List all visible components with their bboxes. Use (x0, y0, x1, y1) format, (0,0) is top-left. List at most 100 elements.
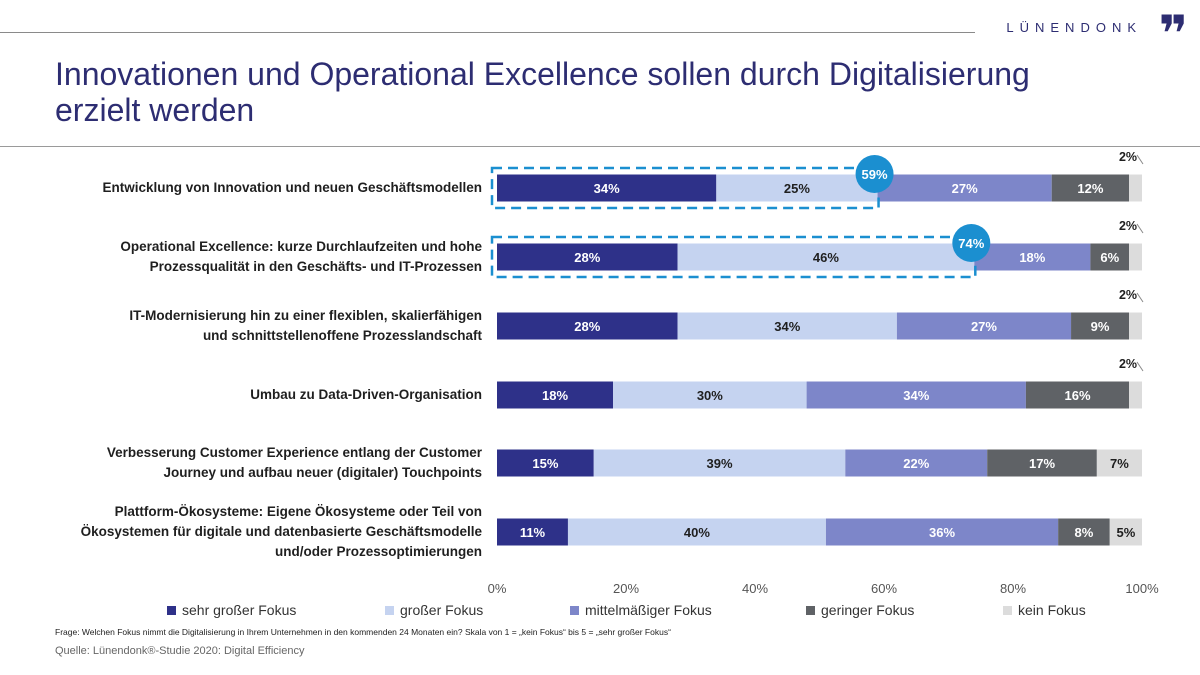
data-label: 22% (903, 456, 929, 471)
data-label: 30% (697, 388, 723, 403)
bar-segment (877, 174, 1052, 202)
data-label: 18% (1019, 250, 1045, 265)
data-label: 2% (1119, 288, 1137, 302)
category-label: Verbesserung Customer Experience entlang… (22, 443, 482, 483)
category-label: Plattform-Ökosysteme: Eigene Ökosysteme … (22, 502, 482, 562)
data-label: 25% (784, 181, 810, 196)
category-label-line: IT-Modernisierung hin zu einer flexiblen… (129, 308, 482, 323)
page-title: Innovationen und Operational Excellence … (55, 56, 1155, 128)
legend-item-mittel: mittelmäßiger Fokus (570, 601, 712, 619)
title-line-1: Innovationen und Operational Excellence … (55, 56, 1030, 92)
category-label-line: Operational Excellence: kurze Durchlaufz… (120, 239, 482, 254)
data-label: 7% (1110, 456, 1129, 471)
legend-swatch-sehr-gross (167, 605, 176, 615)
highlight-label: 59% (862, 167, 888, 182)
brand-logo-text: LÜNENDONK (1006, 20, 1142, 35)
legend-swatch-mittel (570, 605, 579, 615)
bar-segment (497, 381, 614, 409)
legend-swatch-kein (1003, 605, 1012, 615)
category-label-line: Verbesserung Customer Experience entlang… (106, 445, 482, 460)
bar-segment (1051, 174, 1130, 202)
bar-segment (567, 518, 826, 546)
bar-segment (677, 243, 975, 271)
category-label-line: Ökosystemen für digitale und datenbasier… (80, 524, 482, 539)
legend-label: großer Fokus (400, 602, 484, 618)
source-note: Quelle: Lünendonk®-Studie 2020: Digital … (55, 645, 305, 657)
bar-segment (1109, 518, 1142, 546)
x-tick-label: 20% (613, 581, 639, 596)
highlight-circle (855, 155, 894, 193)
data-label: 12% (1077, 181, 1103, 196)
leader-line (1136, 292, 1144, 303)
bar-segment (1129, 312, 1142, 340)
data-label: 9% (1091, 319, 1110, 334)
bar-segment (1129, 381, 1142, 409)
data-label: 28% (574, 319, 600, 334)
bar-segment (677, 312, 897, 340)
highlight-label: 74% (958, 236, 984, 251)
x-tick-label: 100% (1125, 581, 1159, 596)
data-label: 34% (774, 319, 800, 334)
category-label: IT-Modernisierung hin zu einer flexiblen… (22, 306, 482, 346)
data-label: 27% (971, 319, 997, 334)
legend-item-sehr-gross: sehr großer Fokus (167, 601, 296, 619)
highlight-circle (952, 224, 991, 262)
data-label: 2% (1119, 357, 1137, 371)
data-label: 6% (1100, 250, 1119, 265)
data-label: 34% (594, 181, 620, 196)
bar-segment (896, 312, 1072, 340)
data-label: 46% (813, 250, 839, 265)
bar-segment (497, 174, 717, 202)
data-label: 40% (684, 525, 710, 540)
data-label: 39% (707, 456, 733, 471)
data-label: 5% (1116, 525, 1135, 540)
category-label-line: und schnittstellenoffene Prozesslandscha… (202, 328, 482, 343)
bar-segment (497, 518, 568, 546)
bar-segment (497, 449, 594, 477)
bar-segment (613, 381, 807, 409)
data-label: 28% (574, 250, 600, 265)
legend-swatch-gross (385, 605, 394, 615)
bar-segment (806, 381, 1026, 409)
x-tick-label: 40% (742, 581, 768, 596)
x-tick-label: 80% (1000, 581, 1026, 596)
legend-label: geringer Fokus (821, 602, 915, 618)
bar-segment (593, 449, 846, 477)
category-label: Operational Excellence: kurze Durchlaufz… (22, 237, 482, 277)
bar-segment (1129, 174, 1142, 202)
legend-label: sehr großer Fokus (182, 602, 297, 618)
x-tick-label: 0% (488, 581, 507, 596)
bar-segment (1090, 243, 1130, 271)
data-label: 2% (1119, 150, 1137, 164)
data-label: 15% (532, 456, 558, 471)
data-label: 36% (929, 525, 955, 540)
bar-segment (974, 243, 1091, 271)
data-label: 17% (1029, 456, 1055, 471)
bar-segment (845, 449, 988, 477)
data-label: 34% (903, 388, 929, 403)
bar-segment (497, 312, 678, 340)
category-label-line: und/oder Prozessoptimierungen (274, 544, 482, 559)
survey-question: Frage: Welchen Fokus nimmt die Digitalis… (55, 627, 671, 637)
bar-segment (716, 174, 878, 202)
x-tick-label: 60% (871, 581, 897, 596)
bar-segment (1025, 381, 1130, 409)
data-label: 18% (542, 388, 568, 403)
leader-line (1136, 223, 1144, 234)
bar-segment (825, 518, 1059, 546)
category-label-line: Entwicklung von Innovation und neuen Ges… (102, 180, 482, 195)
legend-item-gross: großer Fokus (385, 601, 483, 619)
category-label-line: Journey und aufbau neuer (digitaler) Tou… (163, 465, 482, 480)
bar-segment (497, 243, 678, 271)
brand-quote-icon: ❞ (1158, 6, 1188, 62)
leader-line (1136, 154, 1144, 165)
category-label: Entwicklung von Innovation und neuen Ges… (22, 178, 482, 198)
data-label: 16% (1064, 388, 1090, 403)
bar-segment (1096, 449, 1142, 477)
data-label: 8% (1075, 525, 1094, 540)
bar-segment (1129, 243, 1142, 271)
bar-segment (987, 449, 1097, 477)
title-divider (0, 146, 1200, 147)
leader-line (1136, 361, 1144, 372)
category-label: Umbau zu Data-Driven-Organisation (22, 385, 482, 405)
